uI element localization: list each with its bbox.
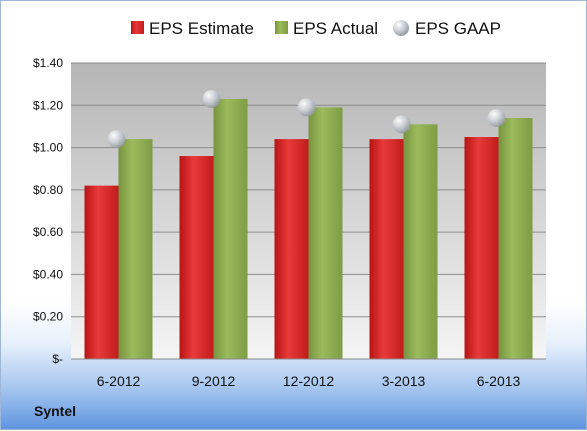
gaap-markers (107, 89, 506, 149)
bar-eps-estimate (369, 139, 404, 359)
bars (84, 98, 533, 360)
bar-eps-estimate (84, 185, 119, 359)
legend-label-eps-estimate: EPS Estimate (149, 19, 254, 38)
bar-eps-actual (213, 98, 248, 359)
legend-swatch-eps-gaap (393, 20, 409, 36)
x-axis-ticks: 6-2012 9-2012 12-2012 3-2013 6-2013 (97, 373, 521, 389)
gaap-marker (107, 130, 126, 149)
gaap-marker (487, 108, 506, 127)
y-axis-ticks: $- $0.20 $0.40 $0.60 $0.80 $1.00 $1.20 $1.40 (33, 56, 63, 366)
legend-swatch-eps-actual (275, 21, 288, 34)
legend-label-eps-gaap: EPS GAAP (415, 19, 501, 38)
y-tick-label: $0.60 (33, 225, 63, 239)
x-tick-label: 9-2012 (192, 373, 236, 389)
legend-label-eps-actual: EPS Actual (293, 19, 378, 38)
gaap-marker (392, 115, 411, 134)
x-tick-label: 6-2012 (97, 373, 141, 389)
company-label: Syntel (34, 403, 76, 419)
x-tick-label: 12-2012 (283, 373, 335, 389)
x-tick-label: 3-2013 (382, 373, 426, 389)
bar-eps-actual (118, 139, 153, 359)
bar-eps-actual (403, 124, 438, 359)
x-tick-label: 6-2013 (477, 373, 521, 389)
bar-eps-estimate (464, 137, 499, 359)
gaap-marker (202, 89, 221, 108)
gaap-marker (297, 98, 316, 117)
bar-eps-actual (308, 107, 343, 360)
y-tick-label: $1.40 (33, 56, 63, 70)
bar-eps-estimate (179, 156, 214, 359)
legend: EPS Estimate EPS Actual EPS GAAP (131, 19, 501, 38)
y-tick-label: $0.20 (33, 310, 63, 324)
y-tick-label: $0.40 (33, 267, 63, 281)
legend-swatch-eps-estimate (131, 21, 144, 34)
bar-eps-estimate (274, 139, 309, 359)
y-tick-label: $- (52, 352, 63, 366)
bar-eps-actual (498, 117, 533, 359)
y-tick-label: $1.20 (33, 98, 63, 112)
y-tick-label: $1.00 (33, 141, 63, 155)
y-tick-label: $0.80 (33, 183, 63, 197)
